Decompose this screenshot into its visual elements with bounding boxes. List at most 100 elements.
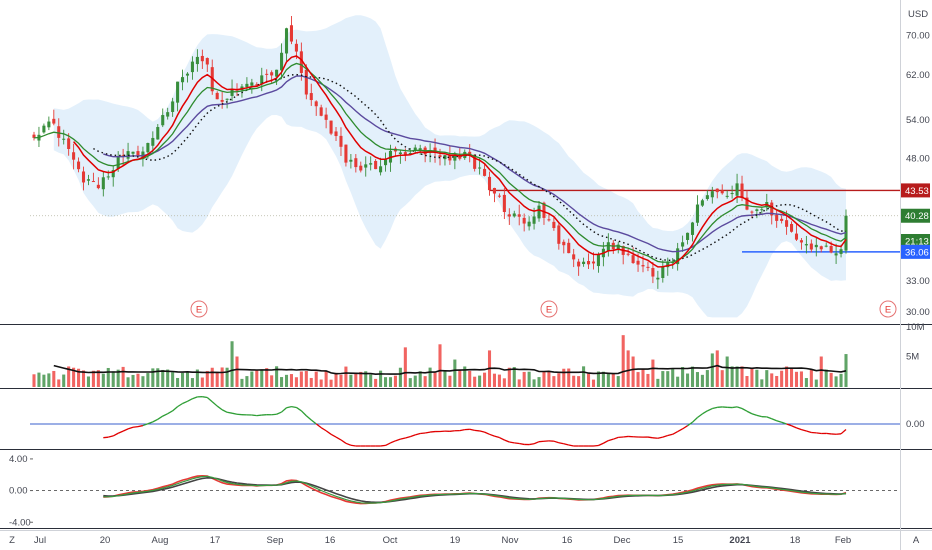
volume-bar <box>393 375 397 387</box>
price-tick: 70.00 <box>906 30 930 41</box>
candle-body <box>725 195 729 197</box>
candle-body <box>483 168 487 176</box>
volume-bar <box>775 375 779 387</box>
candle-body <box>448 154 452 161</box>
volume-bar <box>369 374 373 387</box>
volume-bar <box>700 374 704 387</box>
candle-body <box>790 223 794 232</box>
ma-dotted <box>93 73 847 262</box>
indicator-1-segment <box>276 411 282 415</box>
candle-body <box>131 151 135 154</box>
indicator-1-segment <box>623 435 629 438</box>
candle-body <box>507 214 511 217</box>
time-tick: 16 <box>325 535 336 546</box>
volume-bar <box>418 371 422 387</box>
time-axis: Jul 20 Aug 17 Sep 16 Oct 19 Nov 16 Dec 15 2021 18 Feb Z… <box>9 535 920 546</box>
volume-bar <box>96 370 100 387</box>
volume-bar <box>398 367 402 387</box>
indicator-1-segment <box>310 419 317 425</box>
volume-bar <box>408 378 412 387</box>
candle-body <box>814 244 818 248</box>
countdown: 21:13 <box>905 237 929 248</box>
candle-body <box>62 138 66 140</box>
volume-bar <box>824 369 828 387</box>
volume-bar <box>661 371 665 387</box>
indicator-1-segment <box>677 428 683 433</box>
volume-bar <box>294 377 298 387</box>
candle-body <box>101 177 105 190</box>
bollinger-band-fill <box>53 15 847 318</box>
volume-bar <box>517 379 521 387</box>
time-tick: Sep <box>267 535 284 546</box>
indicator-1-segment <box>741 407 748 412</box>
candle-body <box>824 245 828 247</box>
indicator-1-segment <box>187 398 193 402</box>
volume-bar <box>790 367 794 387</box>
a-label: A <box>913 535 920 546</box>
candle-body <box>32 134 36 138</box>
candle-body <box>809 243 813 250</box>
candle-body <box>260 75 264 85</box>
volume-bar <box>245 376 249 387</box>
candle-body <box>740 183 744 199</box>
earnings-marker: E <box>196 305 202 316</box>
price-axis: USD 70.00 62.00 54.00 48.00 33.00 30.00 43.53 40… <box>9 9 930 528</box>
indicator-1-segment <box>410 434 416 438</box>
volume-bar <box>780 370 784 387</box>
indicator-1-segment <box>256 414 262 417</box>
volume-bar <box>814 379 818 387</box>
volume-bar <box>735 366 739 387</box>
time-tick: Oct <box>383 535 398 546</box>
volume-bar <box>740 366 744 387</box>
candle-body <box>161 115 165 126</box>
indicator-1-segment <box>697 413 703 419</box>
earnings-marker-circle <box>190 300 208 318</box>
indicator-1-segment <box>771 418 777 422</box>
indicator-1-segment <box>766 416 772 420</box>
candle-body <box>398 152 402 155</box>
candle-body <box>705 195 709 199</box>
indicator-1-segment <box>162 413 168 417</box>
candle-body <box>176 81 180 103</box>
volume-bar <box>230 341 234 387</box>
candle-body <box>492 187 496 194</box>
candle-body <box>384 159 388 166</box>
indicator-1-segment <box>152 418 159 423</box>
indicator-2-slow-line <box>103 476 847 504</box>
volume-bar <box>42 374 46 387</box>
indicator-1-segment <box>613 436 619 440</box>
indicator-1-segment <box>430 430 436 433</box>
candle-body <box>151 137 155 146</box>
candle-body <box>126 151 130 159</box>
candle-body <box>309 93 313 101</box>
indicator-1-segment <box>315 423 322 429</box>
indicator-1-segment <box>340 439 347 444</box>
volume-bar <box>379 370 383 387</box>
time-tick: 16 <box>562 535 573 546</box>
volume-bar <box>200 377 204 387</box>
candle-body <box>304 69 308 95</box>
indicator-1-segment <box>504 439 510 443</box>
candle-body <box>354 158 358 168</box>
volume-bar <box>57 379 61 387</box>
candle-body <box>96 184 100 189</box>
candle-body <box>651 268 655 277</box>
indicator-1-segment <box>231 412 238 415</box>
candle-body <box>438 155 442 158</box>
indicator-1-segment <box>380 444 386 447</box>
ma-green <box>33 62 847 263</box>
volume-bar <box>478 375 482 387</box>
price-tick: 30.00 <box>906 307 930 318</box>
indicator-1-segment <box>756 414 762 418</box>
indicator-1-segment <box>108 435 114 438</box>
candle-body <box>720 190 724 194</box>
candle-body <box>715 188 719 193</box>
candle-body <box>374 160 378 170</box>
volume-bar <box>205 370 209 387</box>
candle-body <box>314 101 318 107</box>
indicator-2-fast-line <box>103 474 847 505</box>
time-tick: 18 <box>790 535 801 546</box>
volume-bar <box>710 353 714 387</box>
